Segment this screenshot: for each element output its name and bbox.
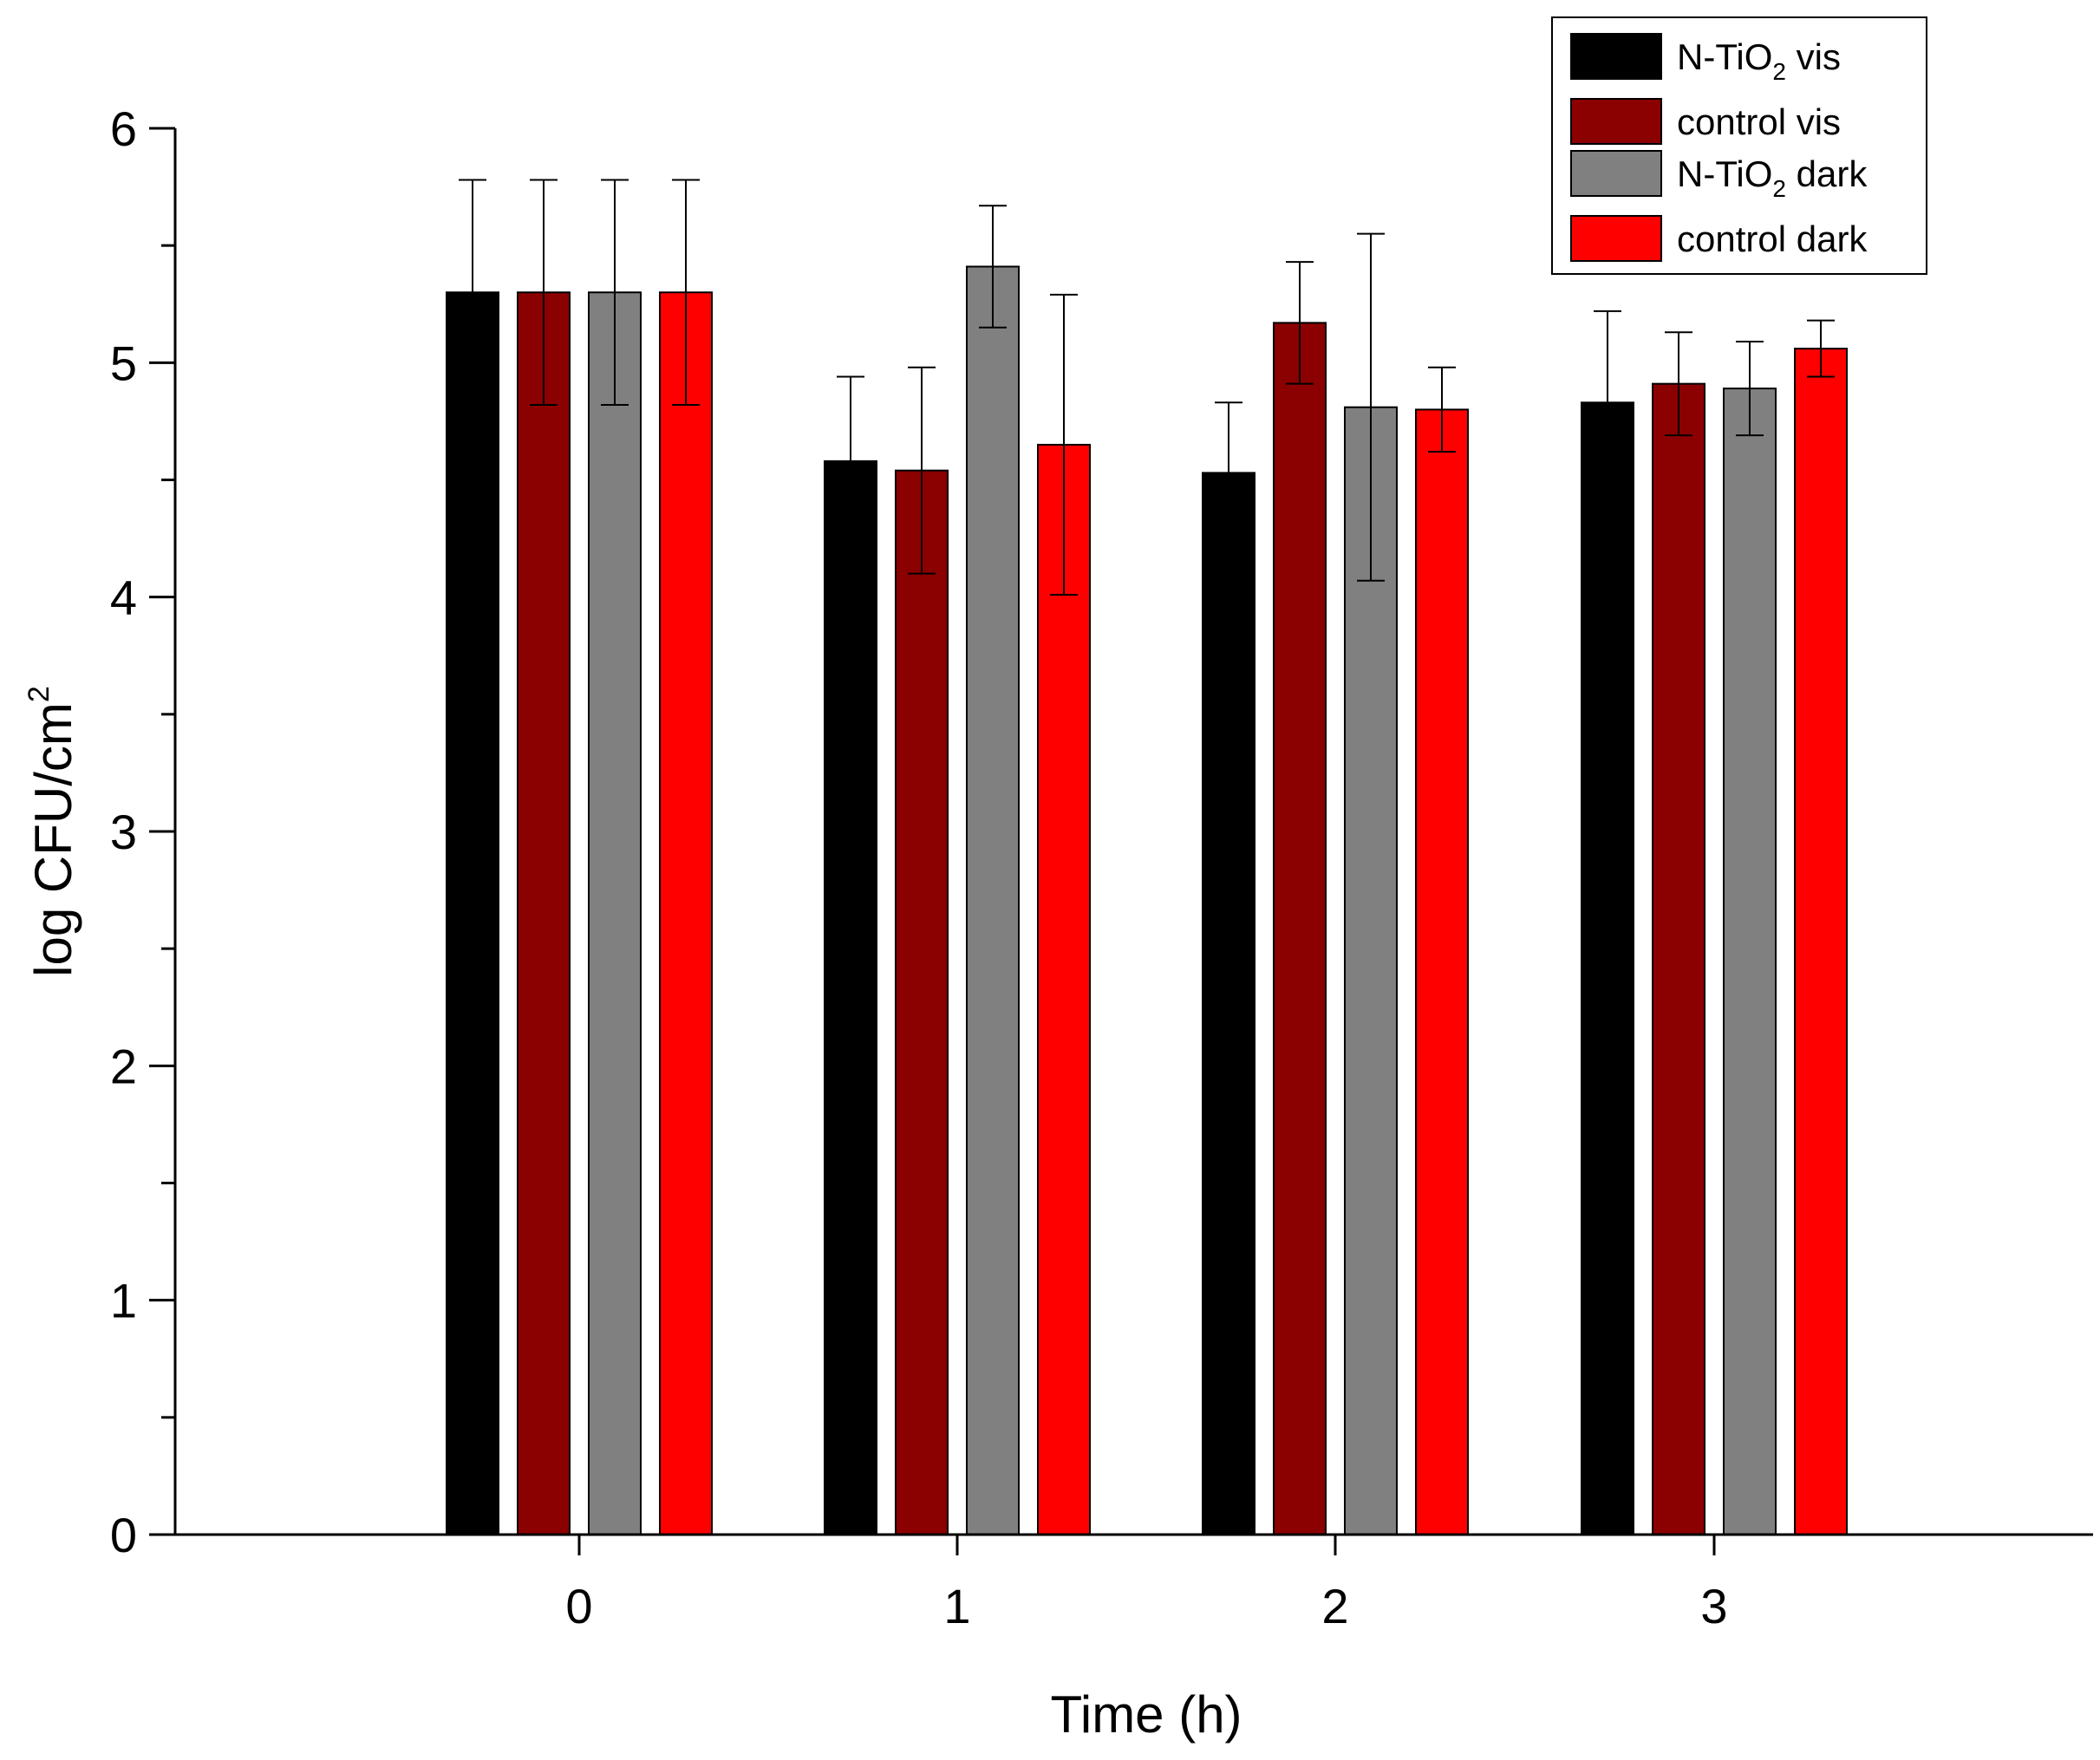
y-tick-label: 5 — [110, 336, 137, 390]
legend-swatch — [1570, 98, 1662, 145]
x-tick-label: 3 — [1700, 1579, 1727, 1633]
legend-swatch — [1570, 215, 1662, 262]
y-axis-title: log CFU/cm2 — [23, 686, 82, 977]
legend-label: N-TiO2 vis — [1677, 36, 1841, 85]
x-tick-label: 2 — [1321, 1579, 1348, 1633]
bar — [1273, 322, 1327, 1535]
y-tick-label: 4 — [110, 570, 137, 625]
bar — [446, 291, 499, 1536]
bar — [966, 265, 1020, 1535]
legend-label: N-TiO2 dark — [1677, 153, 1868, 202]
legend: N-TiO2 vis control vis N-TiO2 dark control … — [1551, 16, 1927, 275]
bar — [659, 291, 713, 1536]
x-tick-label: 1 — [943, 1579, 970, 1633]
bars-layer — [446, 265, 1848, 1536]
x-axis-title: Time (h) — [1050, 1685, 1242, 1744]
bar — [1037, 443, 1091, 1536]
y-axis-title-base: log CFU/cm — [24, 702, 82, 977]
error-bars-layer — [459, 179, 1835, 596]
bar — [824, 460, 877, 1536]
bar — [1581, 401, 1634, 1535]
legend-swatch — [1570, 33, 1662, 80]
bar — [517, 291, 571, 1536]
bar — [1344, 406, 1398, 1535]
bar — [1202, 472, 1255, 1535]
y-ticks: 0 1 2 3 4 5 6 — [110, 101, 175, 1562]
bar — [588, 291, 642, 1536]
x-tick-label: 0 — [565, 1579, 592, 1633]
legend-swatch — [1570, 150, 1662, 197]
legend-label: control vis — [1677, 101, 1841, 142]
bar — [1794, 348, 1848, 1536]
y-tick-label: 3 — [110, 805, 137, 859]
bar — [895, 469, 949, 1535]
x-ticks: 0 1 2 3 — [565, 1535, 1728, 1633]
bar — [1415, 408, 1469, 1535]
y-tick-label: 1 — [110, 1274, 137, 1328]
legend-label: control dark — [1677, 218, 1868, 259]
y-tick-label: 0 — [110, 1508, 137, 1562]
bar — [1652, 382, 1705, 1535]
y-tick-label: 2 — [110, 1039, 137, 1093]
y-axis-title-sup: 2 — [23, 686, 55, 702]
bar — [1723, 388, 1777, 1536]
y-tick-label: 6 — [110, 101, 137, 156]
